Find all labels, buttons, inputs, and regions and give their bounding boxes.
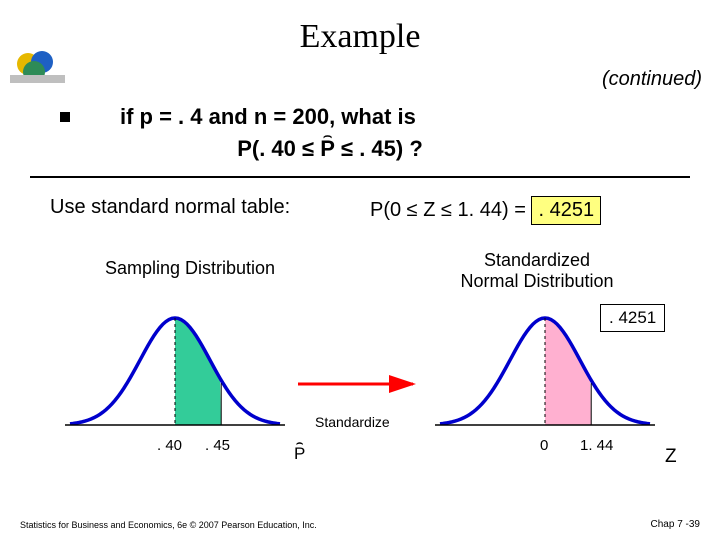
axis-tick-label: 1. 44 [580,437,613,454]
question-line2b: ≤ . 45) ? [341,136,423,161]
slide-title: Example [0,18,720,56]
standardize-label: Standardize [315,414,390,430]
use-std-table-text: Use standard normal table: [50,196,290,219]
p-of-z-text: P(0 ≤ Z ≤ 1. 44) = . 4251 [370,196,601,225]
standardize-arrow [295,370,425,403]
continued-label: (continued) [602,68,702,91]
z-axis-label: Z [665,446,677,468]
axis-tick-label: . 40 [157,437,182,454]
pz-prefix: P(0 ≤ Z ≤ 1. 44) = [370,199,531,221]
question-text: if p = . 4 and n = 200, what is P(. 40 ≤… [120,104,680,162]
sampling-dist-title: Sampling Distribution [90,258,290,279]
question-line2a: P(. 40 ≤ [237,136,320,161]
logo [10,50,65,90]
pz-value-box: . 4251 [531,196,601,225]
std-normal-title: Standardized Normal Distribution [432,250,642,291]
bullet-icon [60,112,70,122]
footer-right: Chap 7 -39 [651,519,700,530]
p-hat-axis-label: ⌢P [294,444,305,464]
standardized-normal-chart [430,310,660,440]
footer-left: Statistics for Business and Economics, 6… [20,520,317,530]
divider [30,176,690,178]
p-hat-symbol: ⌢P [320,136,335,162]
sampling-distribution-chart [60,310,290,440]
axis-tick-label: 0 [540,437,548,454]
question-line1: if p = . 4 and n = 200, what is [120,104,680,130]
axis-tick-label: . 45 [205,437,230,454]
question-line2: P(. 40 ≤ ⌢P ≤ . 45) ? [120,136,540,162]
